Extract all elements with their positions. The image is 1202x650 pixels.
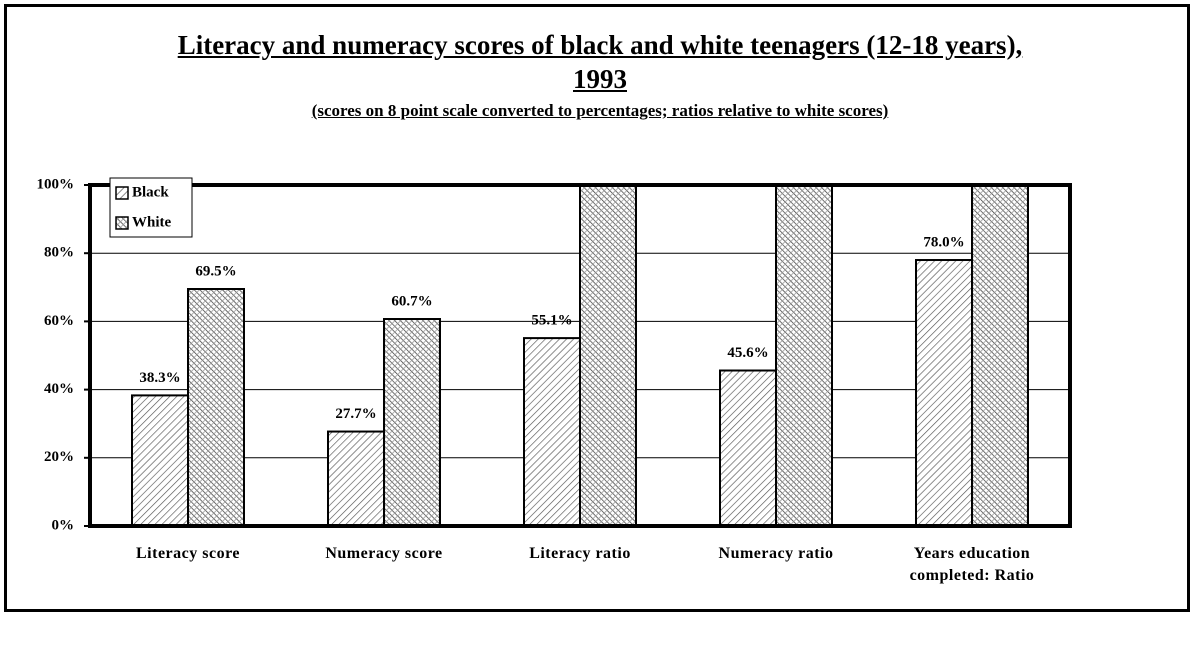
bar [131, 394, 189, 527]
y-tick-label: 40% [44, 381, 74, 397]
bar [719, 369, 777, 527]
value-label: 78.0% [923, 234, 964, 250]
value-label: 45.6% [727, 345, 768, 361]
x-tick-label: Literacy score [136, 545, 240, 562]
bar [187, 288, 245, 527]
legend-label: White [132, 214, 172, 230]
bar [579, 184, 637, 527]
chart-title: Literacy and numeracy scores of black an… [177, 30, 1023, 94]
legend-swatch [115, 216, 129, 230]
y-tick-label: 100% [37, 176, 75, 192]
bar [775, 184, 833, 527]
value-label: 27.7% [335, 406, 376, 422]
y-tick-label: 0% [52, 517, 75, 533]
chart-frame [4, 4, 1190, 612]
legend-label: Black [132, 184, 169, 200]
bar [915, 259, 973, 527]
value-label: 38.3% [139, 370, 180, 386]
value-label: 60.7% [391, 293, 432, 309]
chart-subtitle: (scores on 8 point scale converted to pe… [311, 101, 889, 120]
x-tick-label: Numeracy ratio [718, 545, 834, 562]
y-tick-label: 60% [44, 313, 74, 329]
bar [383, 318, 441, 527]
bar [971, 184, 1029, 527]
value-label: 55.1% [531, 313, 572, 329]
value-label: 69.5% [195, 263, 236, 279]
x-tick-label: Literacy ratio [529, 545, 631, 562]
x-tick-label: Years education completed: Ratio [909, 545, 1035, 584]
plot-frame [88, 183, 1072, 528]
y-tick-label: 80% [44, 245, 74, 261]
x-tick-label: Numeracy score [325, 545, 443, 562]
y-tick-label: 20% [44, 449, 74, 465]
bar [523, 337, 581, 528]
bar [327, 430, 385, 527]
legend-swatch [115, 186, 129, 200]
